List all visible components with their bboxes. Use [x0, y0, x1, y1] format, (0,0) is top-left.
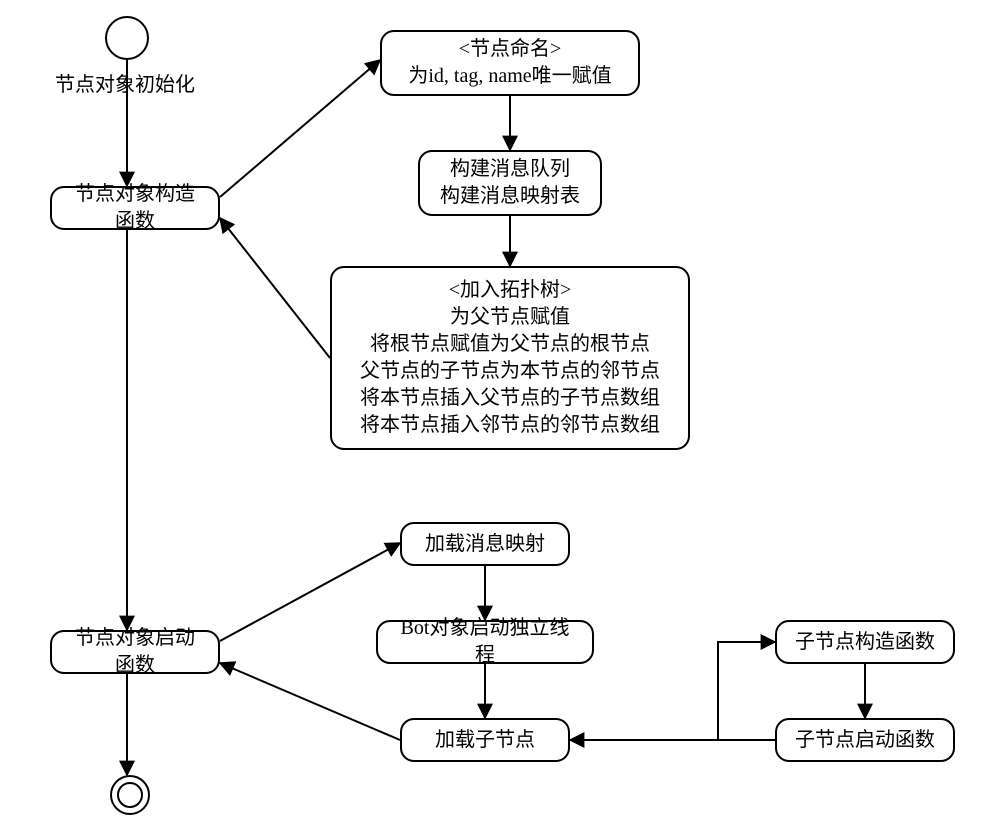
node-child-start: 子节点启动函数: [775, 718, 955, 762]
node-build-l2: 构建消息映射表: [440, 183, 580, 210]
node-load-map-text: 加载消息映射: [425, 531, 545, 558]
node-bot-thread: Bot对象启动独立线程: [376, 620, 594, 664]
node-naming-l1: <节点命名>: [459, 36, 562, 63]
init-label: 节点对象初始化: [55, 68, 195, 97]
node-load-child: 加载子节点: [400, 718, 570, 762]
start-node: [105, 16, 149, 60]
end-node: [110, 775, 150, 815]
node-load-map: 加载消息映射: [400, 522, 570, 566]
node-starter: 节点对象启动函数: [50, 630, 220, 674]
node-topo-l3: 将根节点赋值为父节点的根节点: [370, 331, 650, 358]
node-topo-l1: <加入拓扑树>: [449, 277, 572, 304]
node-topo-l4: 父节点的子节点为本节点的邻节点: [360, 358, 660, 385]
node-constructor-text: 节点对象构造函数: [66, 181, 204, 235]
node-load-child-text: 加载子节点: [435, 727, 535, 754]
node-topo-l2: 为父节点赋值: [450, 304, 570, 331]
node-child-ctor: 子节点构造函数: [775, 620, 955, 664]
node-naming: <节点命名> 为id, tag, name唯一赋值: [380, 30, 640, 96]
node-topo: <加入拓扑树> 为父节点赋值 将根节点赋值为父节点的根节点 父节点的子节点为本节…: [330, 266, 690, 450]
node-build: 构建消息队列 构建消息映射表: [418, 150, 602, 216]
node-topo-l6: 将本节点插入邻节点的邻节点数组: [360, 412, 660, 439]
node-constructor: 节点对象构造函数: [50, 186, 220, 230]
node-naming-l2: 为id, tag, name唯一赋值: [408, 63, 611, 90]
node-child-start-text: 子节点启动函数: [795, 727, 935, 754]
node-build-l1: 构建消息队列: [450, 156, 570, 183]
node-topo-l5: 将本节点插入父节点的子节点数组: [360, 385, 660, 412]
node-bot-thread-text: Bot对象启动独立线程: [392, 615, 578, 669]
node-starter-text: 节点对象启动函数: [66, 625, 204, 679]
node-child-ctor-text: 子节点构造函数: [795, 629, 935, 656]
